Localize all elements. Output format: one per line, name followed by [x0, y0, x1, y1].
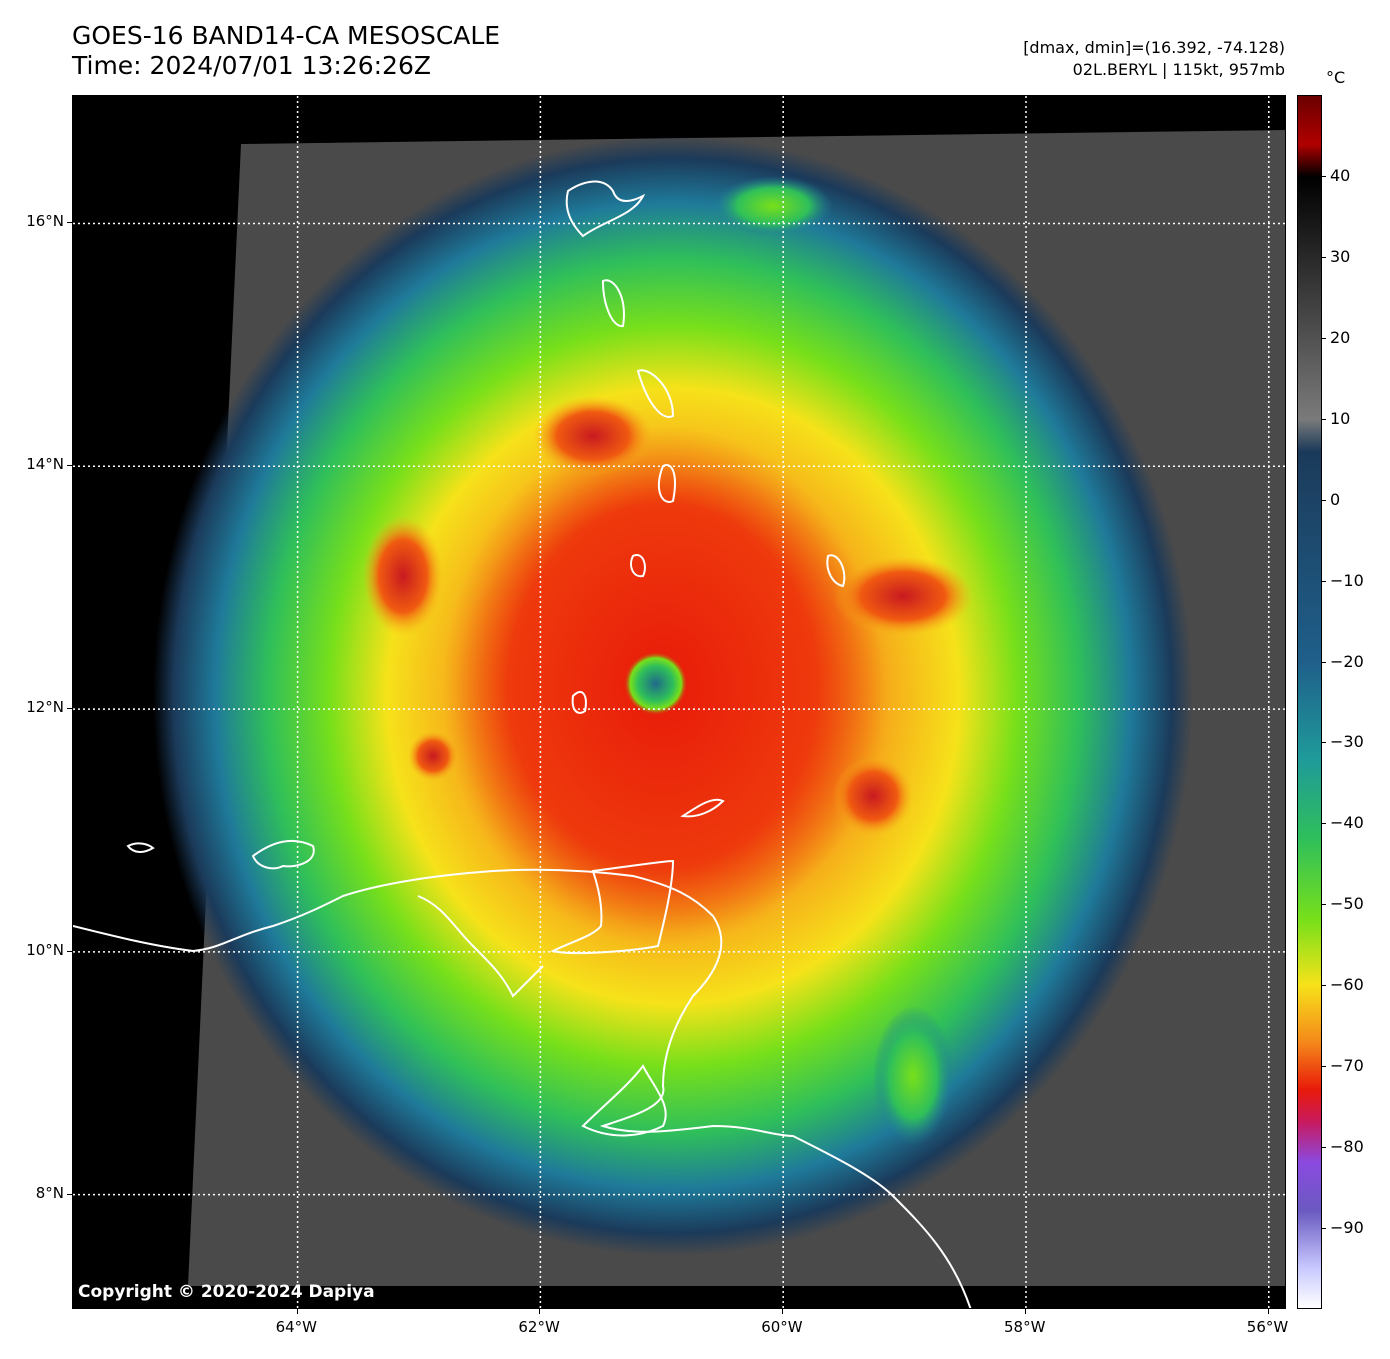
lat-tick-label: 14°N [26, 455, 64, 474]
gridlines [73, 96, 1285, 1308]
satellite-map [72, 95, 1286, 1309]
lon-tick [1024, 1309, 1026, 1314]
colorbar-tick-label: −90 [1330, 1218, 1364, 1238]
colorbar-tick-label: −20 [1330, 651, 1364, 671]
colorbar-tick-label: −70 [1330, 1056, 1364, 1076]
lon-tick [539, 1309, 541, 1314]
lon-tick-label: 58°W [1003, 1318, 1046, 1336]
hot-tower-sw [408, 731, 458, 781]
colorbar-tick-label: 20 [1330, 327, 1351, 347]
lon-tick-label: 60°W [761, 1318, 803, 1336]
colorbar-tick-label: 30 [1330, 246, 1351, 266]
colorbar-tick-label: 0 [1330, 489, 1341, 509]
colorbar-tick [1322, 256, 1326, 258]
hot-tower-west [363, 516, 443, 636]
green-band-north [713, 176, 833, 236]
colorbar-tick [1322, 175, 1326, 177]
satellite-image [73, 96, 1285, 1308]
coast-guadeloupe [565, 180, 646, 238]
coast-paria-inlets [417, 895, 544, 998]
coast-margarita [251, 839, 315, 870]
lon-tick-label: 56°W [1246, 1318, 1289, 1336]
coast-st-vincent [630, 554, 646, 578]
coastlines [73, 180, 972, 1308]
hot-tower-east [833, 556, 973, 636]
colorbar-tick-label: −30 [1330, 732, 1364, 752]
hot-tower-north [533, 396, 653, 476]
copyright-notice: Copyright © 2020-2024 Dapiya [78, 1282, 375, 1302]
lon-tick [296, 1309, 298, 1314]
coast-venezuela [73, 868, 972, 1308]
hurricane-eye [623, 651, 688, 716]
lat-tick [67, 222, 72, 224]
lon-tick-label: 62°W [518, 1318, 560, 1336]
lat-tick [67, 708, 72, 710]
coast-st-lucia [657, 464, 676, 503]
colorbar-tick [1322, 904, 1326, 906]
lon-tick [1267, 1309, 1269, 1314]
colorbar-tick [1322, 1066, 1326, 1068]
colorbar-tick [1322, 661, 1326, 663]
colorbar-tick-label: −80 [1330, 1137, 1364, 1157]
observation-time: Time: 2024/07/01 13:26:26Z [72, 51, 431, 80]
temperature-colorbar [1297, 95, 1322, 1309]
coast-barbados [826, 554, 846, 588]
green-band-south [873, 1006, 953, 1146]
colorbar-tick-label: −60 [1330, 975, 1364, 995]
colorbar-tick-label: −50 [1330, 894, 1364, 914]
coast-island-west [126, 842, 155, 853]
lat-tick-label: 16°N [26, 212, 64, 231]
colorbar-tick-label: −40 [1330, 813, 1364, 833]
dmax-dmin-readout: [dmax, dmin]=(16.392, -74.128) [1023, 38, 1285, 57]
colorbar-tick-label: 40 [1330, 165, 1351, 185]
colorbar-tick-label: −10 [1330, 570, 1364, 590]
colorbar-tick [1322, 823, 1326, 825]
coast-grenada [571, 691, 587, 714]
lat-tick-label: 12°N [26, 698, 64, 717]
coast-martinique [636, 369, 675, 418]
colorbar-tick [1322, 742, 1326, 744]
colorbar-tick [1322, 1228, 1326, 1230]
lon-tick [782, 1309, 784, 1314]
colorbar-tick-label: 10 [1330, 408, 1351, 428]
colorbar-tick [1322, 418, 1326, 420]
lon-tick-label: 64°W [275, 1318, 317, 1336]
colorbar-tick [1322, 499, 1326, 501]
colorbar-unit: °C [1326, 68, 1346, 87]
coast-trinidad [550, 859, 675, 955]
coast-dominica [601, 279, 625, 328]
coast-tobago [680, 798, 725, 818]
lat-tick [67, 465, 72, 467]
colorbar-tick [1322, 337, 1326, 339]
lat-tick-label: 10°N [26, 940, 64, 959]
colorbar-tick [1322, 1147, 1326, 1149]
map-title: GOES-16 BAND14-CA MESOSCALE [72, 21, 501, 50]
hot-tower-se [833, 756, 913, 836]
lat-tick [67, 1193, 72, 1195]
storm-info: 02L.BERYL | 115kt, 957mb [1072, 60, 1285, 79]
colorbar-tick [1322, 985, 1326, 987]
colorbar-tick [1322, 580, 1326, 582]
coast-orinoco-delta [581, 1064, 667, 1137]
lat-tick [67, 950, 72, 952]
lat-tick-label: 8°N [35, 1183, 64, 1202]
